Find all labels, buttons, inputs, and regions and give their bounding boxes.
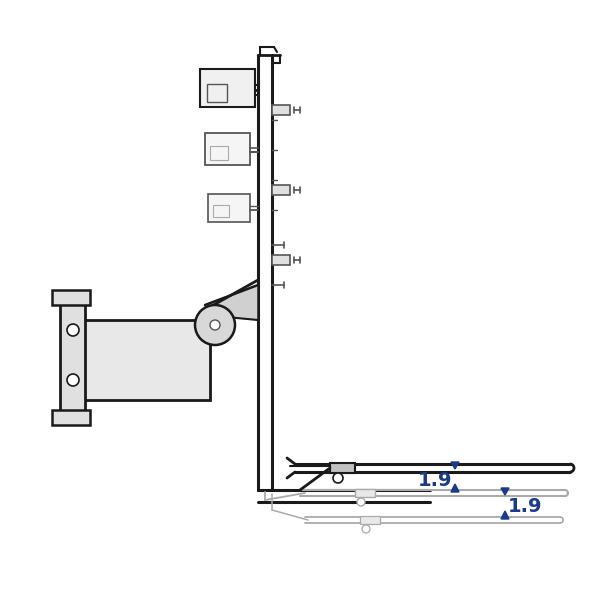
Circle shape — [195, 305, 235, 345]
Bar — [52, 290, 90, 305]
Circle shape — [333, 473, 343, 483]
Text: 1.9: 1.9 — [508, 497, 542, 516]
Bar — [330, 463, 355, 473]
Bar — [213, 205, 229, 217]
Circle shape — [67, 324, 79, 336]
Bar — [52, 410, 90, 425]
Bar — [210, 146, 228, 160]
Bar — [80, 320, 210, 400]
Bar — [208, 194, 250, 222]
Polygon shape — [205, 285, 258, 320]
Polygon shape — [451, 462, 459, 469]
Polygon shape — [501, 511, 509, 519]
Bar — [205, 133, 250, 165]
Circle shape — [357, 498, 365, 506]
Circle shape — [210, 320, 220, 330]
Bar — [60, 300, 85, 415]
Bar — [207, 84, 227, 102]
Bar — [355, 489, 375, 497]
Text: 1.9: 1.9 — [418, 471, 452, 490]
Bar — [272, 105, 290, 115]
Polygon shape — [501, 488, 509, 495]
Bar — [272, 255, 290, 265]
Polygon shape — [451, 484, 459, 492]
Bar — [360, 516, 380, 524]
Bar — [272, 185, 290, 195]
Circle shape — [67, 374, 79, 386]
Bar — [200, 69, 255, 107]
Circle shape — [362, 525, 370, 533]
